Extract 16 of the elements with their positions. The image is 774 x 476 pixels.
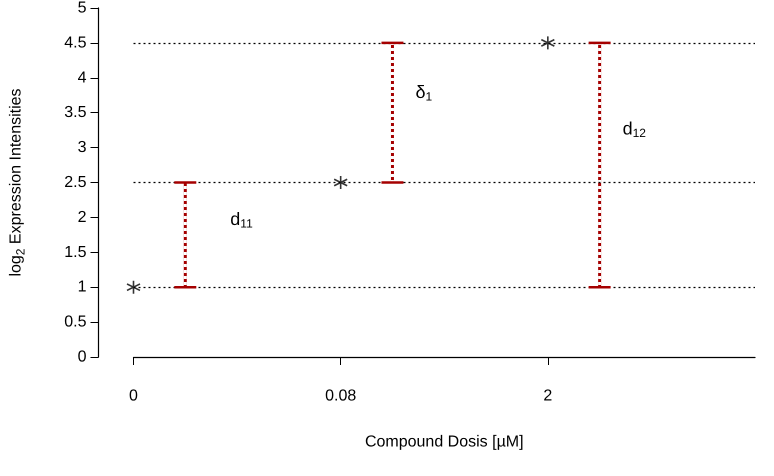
x-tick-label: 2 [543, 388, 552, 404]
y-tick-label: 0.5 [64, 314, 87, 331]
y-tick-label: 2 [78, 208, 87, 226]
y-tick-label: 4.5 [64, 34, 87, 52]
y-tick-label: 4 [78, 69, 87, 86]
x-axis-title: Compound Dosis [µM] [364, 434, 524, 450]
y-tick-label: 2.5 [64, 174, 87, 191]
y-tick-label: 5 [78, 0, 87, 16]
y-tick-label: 0 [78, 348, 87, 366]
y-axis-title: log2 Expression Intensities [8, 88, 28, 277]
y-tick-label: 3 [78, 139, 87, 156]
x-tick-label: 0 [129, 388, 138, 404]
y-tick-label: 1.5 [64, 244, 87, 261]
x-tick-label: 0.08 [325, 388, 356, 404]
y-tick-label: 1 [78, 278, 87, 296]
y-tick-label: 3.5 [64, 104, 87, 122]
